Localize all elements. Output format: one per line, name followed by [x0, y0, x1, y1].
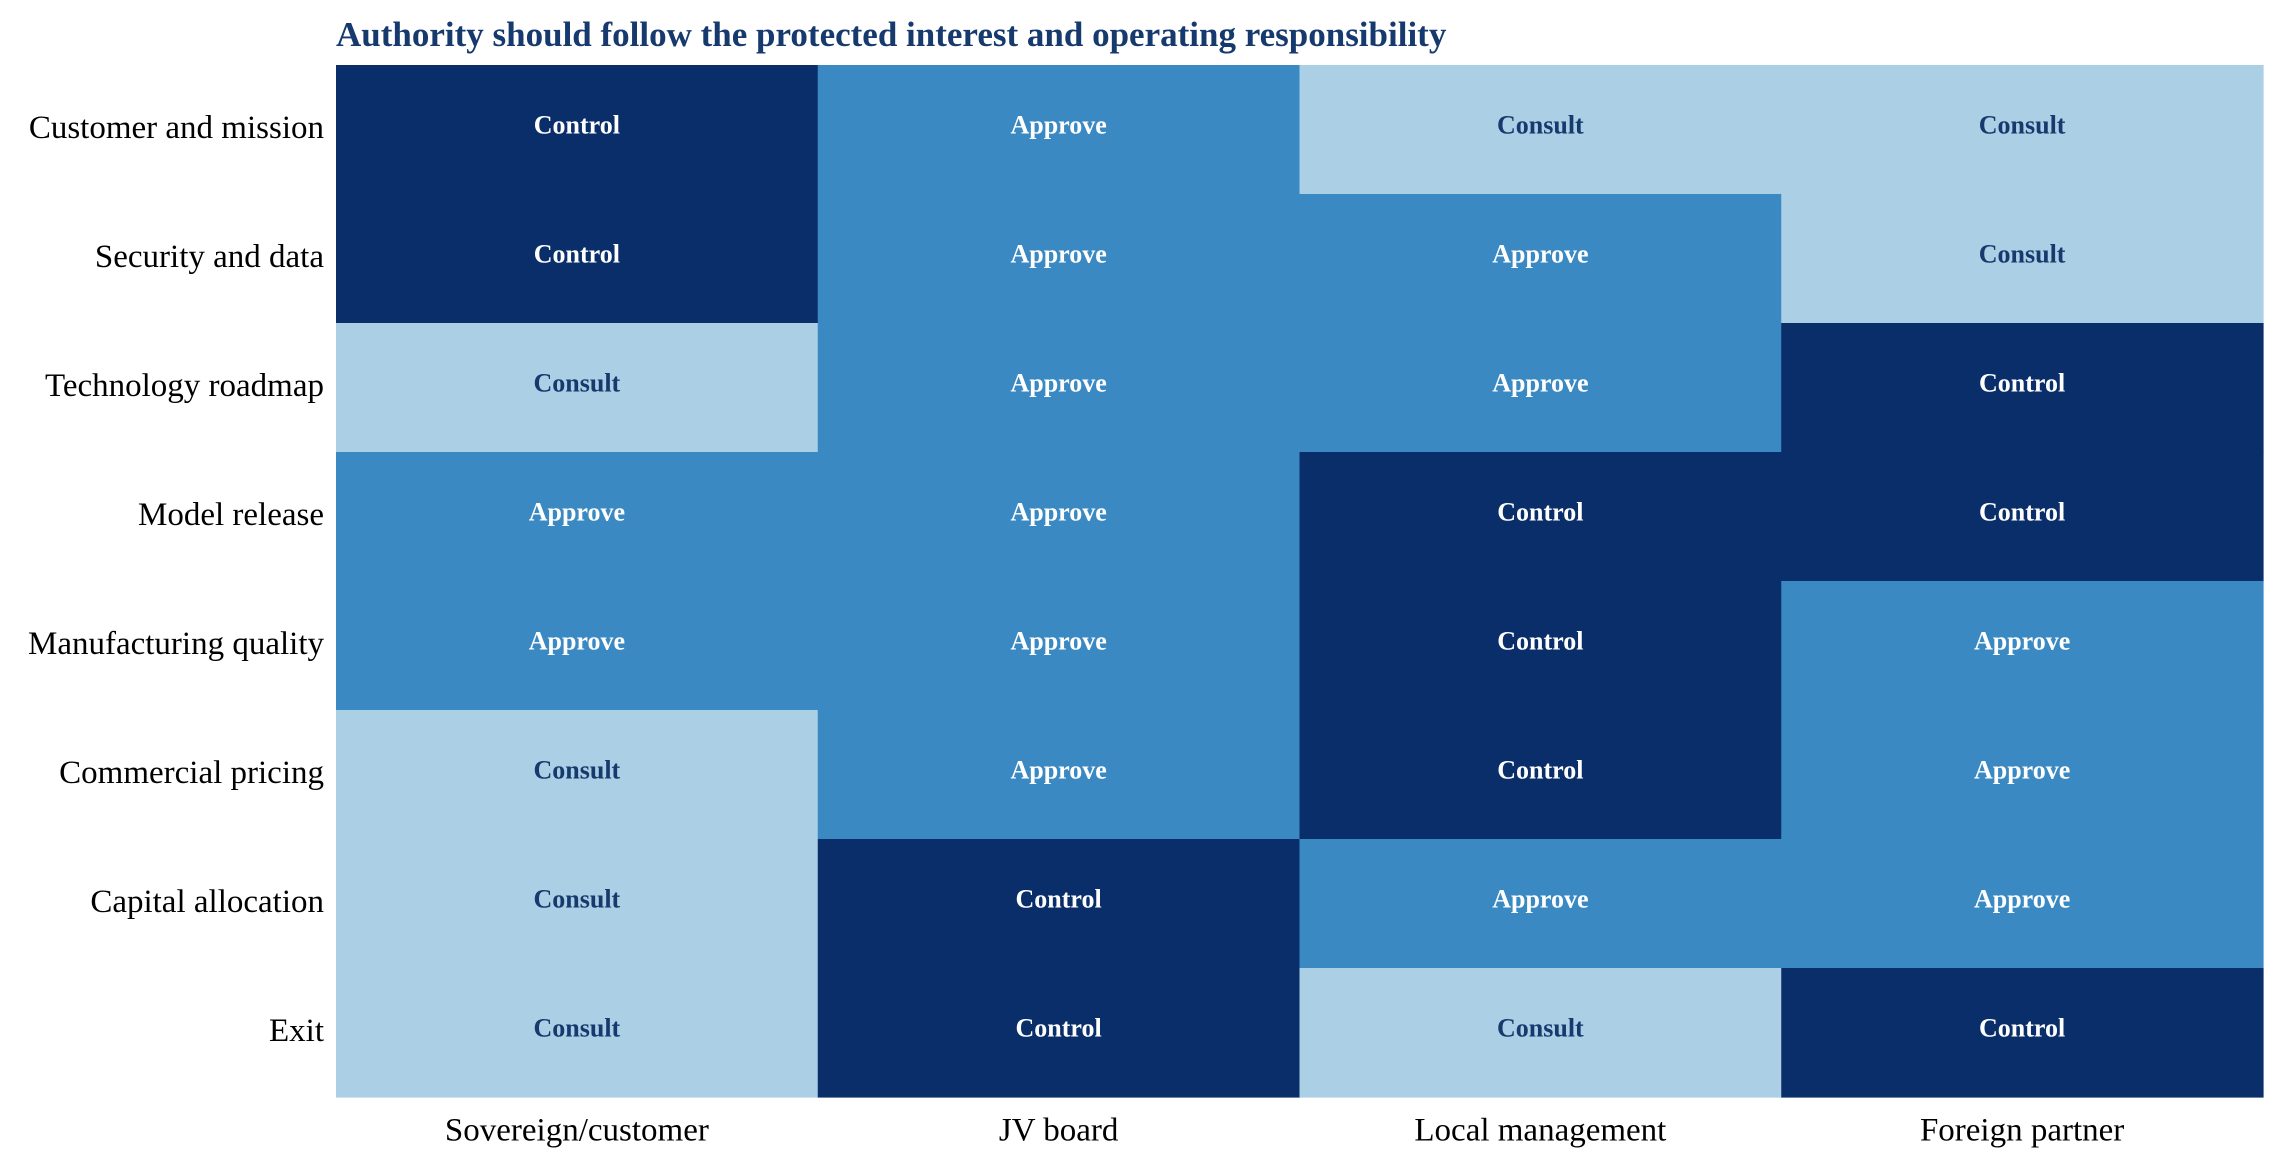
heatmap-cell-manufacturing-quality-foreign-partner [1781, 581, 2264, 711]
cell-label-exit-sovereign-customer: Consult [534, 1013, 621, 1042]
cell-label-security-and-data-jv-board: Approve [1010, 239, 1106, 268]
heatmap-cell-security-and-data-jv-board [817, 194, 1301, 324]
row-label-security-and-data: Security and data [95, 239, 324, 275]
cell-label-customer-and-mission-jv-board: Approve [1010, 110, 1106, 139]
cell-label-customer-and-mission-sovereign-customer: Control [534, 110, 620, 139]
row-label-manufacturing-quality: Manufacturing quality [28, 626, 325, 662]
cell-label-security-and-data-local-management: Approve [1492, 239, 1588, 268]
heatmap-cell-exit-local-management [1299, 968, 1782, 1098]
column-label-foreign-partner: Foreign partner [1920, 1113, 2124, 1149]
cell-label-customer-and-mission-local-management: Consult [1497, 110, 1584, 139]
chart-title: Authority should follow the protected in… [336, 15, 1447, 54]
cell-label-technology-roadmap-sovereign-customer: Consult [534, 368, 621, 397]
heatmap-cells: Control Approve Consult Consult Control Appro… [336, 65, 2264, 1098]
cell-label-exit-local-management: Consult [1497, 1013, 1584, 1042]
heatmap-cell-technology-roadmap-jv-board [817, 323, 1301, 453]
heatmap-cell-customer-and-mission-local-management [1299, 65, 1782, 195]
heatmap-cell-customer-and-mission-sovereign-customer [336, 65, 819, 195]
column-label-jv-board: JV board [999, 1113, 1119, 1149]
heatmap-cell-technology-roadmap-local-management [1299, 323, 1782, 453]
row-label-exit: Exit [269, 1013, 324, 1049]
cell-label-commercial-pricing-foreign-partner: Approve [1974, 755, 2070, 784]
cell-label-exit-foreign-partner: Control [1979, 1013, 2065, 1042]
heatmap-cell-exit-jv-board [817, 968, 1301, 1098]
heatmap-cell-commercial-pricing-foreign-partner [1781, 710, 2264, 840]
cell-label-manufacturing-quality-foreign-partner: Approve [1974, 626, 2070, 655]
cell-label-security-and-data-sovereign-customer: Control [534, 239, 620, 268]
row-label-capital-allocation: Capital allocation [90, 884, 324, 920]
heatmap-cell-technology-roadmap-sovereign-customer [336, 323, 819, 453]
heatmap-cell-security-and-data-local-management [1299, 194, 1782, 324]
row-label-model-release: Model release [138, 497, 324, 533]
cell-label-capital-allocation-foreign-partner: Approve [1974, 884, 2070, 913]
cell-label-capital-allocation-local-management: Approve [1492, 884, 1588, 913]
cell-label-technology-roadmap-local-management: Approve [1492, 368, 1588, 397]
cell-label-security-and-data-foreign-partner: Consult [1979, 239, 2066, 268]
cell-label-capital-allocation-sovereign-customer: Consult [534, 884, 621, 913]
heatmap-cell-manufacturing-quality-jv-board [817, 581, 1301, 711]
heatmap-cell-model-release-local-management [1299, 452, 1782, 582]
cell-label-capital-allocation-jv-board: Control [1016, 884, 1102, 913]
heatmap-cell-commercial-pricing-jv-board [817, 710, 1301, 840]
cell-label-commercial-pricing-local-management: Control [1497, 755, 1583, 784]
heatmap-cell-capital-allocation-sovereign-customer [336, 839, 819, 969]
cell-label-exit-jv-board: Control [1016, 1013, 1102, 1042]
cell-label-model-release-local-management: Control [1497, 497, 1583, 526]
row-labels: Customer and mission Security and data Tec… [28, 110, 325, 1049]
cell-label-commercial-pricing-sovereign-customer: Consult [534, 755, 621, 784]
heatmap-cell-customer-and-mission-foreign-partner [1781, 65, 2264, 195]
heatmap-cell-model-release-sovereign-customer [336, 452, 819, 582]
cell-label-manufacturing-quality-local-management: Control [1497, 626, 1583, 655]
cell-label-customer-and-mission-foreign-partner: Consult [1979, 110, 2066, 139]
row-label-commercial-pricing: Commercial pricing [59, 755, 324, 791]
cell-label-manufacturing-quality-jv-board: Approve [1010, 626, 1106, 655]
column-label-local-management: Local management [1414, 1113, 1666, 1149]
heatmap-cell-model-release-jv-board [817, 452, 1301, 582]
column-labels: Sovereign/customer JV board Local manageme… [445, 1113, 2124, 1149]
row-label-customer-and-mission: Customer and mission [29, 110, 324, 146]
heatmap-cell-model-release-foreign-partner [1781, 452, 2264, 582]
heatmap-cell-exit-foreign-partner [1781, 968, 2264, 1098]
cell-label-commercial-pricing-jv-board: Approve [1010, 755, 1106, 784]
row-label-technology-roadmap: Technology roadmap [45, 368, 324, 404]
heatmap-cell-manufacturing-quality-sovereign-customer [336, 581, 819, 711]
column-label-sovereign-customer: Sovereign/customer [445, 1113, 709, 1149]
heatmap-cell-customer-and-mission-jv-board [817, 65, 1301, 195]
heatmap-cell-security-and-data-foreign-partner [1781, 194, 2264, 324]
heatmap-cell-exit-sovereign-customer [336, 968, 819, 1098]
heatmap-cell-capital-allocation-foreign-partner [1781, 839, 2264, 969]
cell-label-technology-roadmap-jv-board: Approve [1010, 368, 1106, 397]
cell-label-model-release-sovereign-customer: Approve [529, 497, 625, 526]
cell-label-model-release-foreign-partner: Control [1979, 497, 2065, 526]
cell-label-technology-roadmap-foreign-partner: Control [1979, 368, 2065, 397]
heatmap-cell-manufacturing-quality-local-management [1299, 581, 1782, 711]
heatmap-cell-technology-roadmap-foreign-partner [1781, 323, 2264, 453]
cell-label-model-release-jv-board: Approve [1010, 497, 1106, 526]
heatmap-cell-capital-allocation-local-management [1299, 839, 1782, 969]
heatmap-cell-capital-allocation-jv-board [817, 839, 1301, 969]
heatmap-cell-commercial-pricing-local-management [1299, 710, 1782, 840]
cell-label-manufacturing-quality-sovereign-customer: Approve [529, 626, 625, 655]
heatmap-cell-security-and-data-sovereign-customer [336, 194, 819, 324]
heatmap-cell-commercial-pricing-sovereign-customer [336, 710, 819, 840]
